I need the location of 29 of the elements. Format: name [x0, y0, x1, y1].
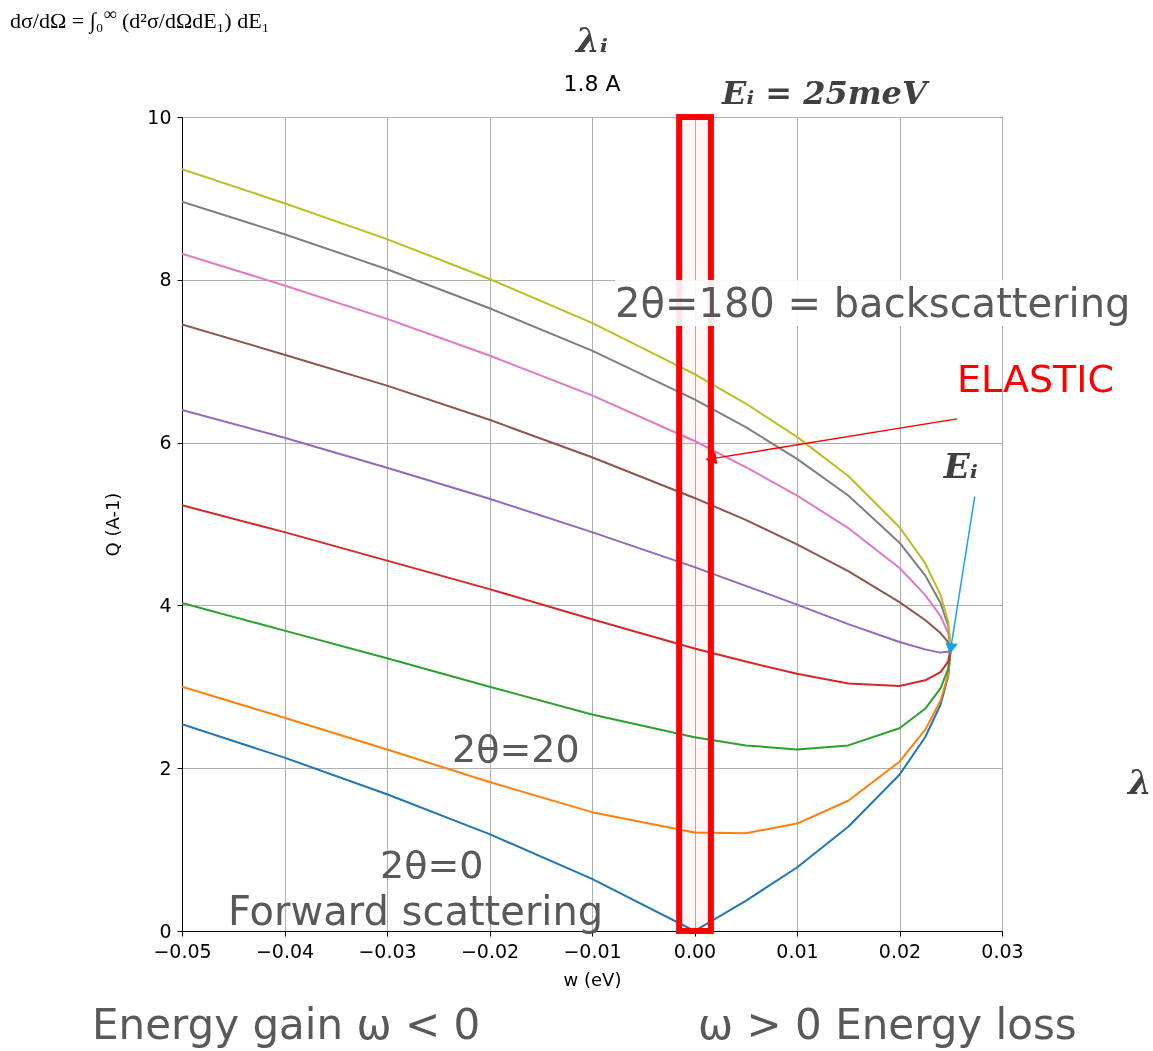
text: ω > 0 Energy loss	[698, 1000, 1077, 1049]
y-tick-label: 0	[159, 919, 172, 942]
x-axis-title: w (eV)	[563, 968, 622, 990]
y-axis-title: Q (A-1)	[102, 492, 124, 557]
x-tick-label: 0.01	[776, 939, 819, 962]
x-tick-label: −0.02	[460, 939, 520, 962]
x-tick-label: −0.05	[153, 939, 212, 962]
x-tick-label: −0.01	[563, 939, 622, 962]
text: Energy gain ω < 0	[92, 1000, 481, 1049]
y-tick-label: 6	[159, 431, 172, 454]
text: λ	[1128, 762, 1152, 802]
y-tick-label: 8	[159, 268, 172, 291]
x-tick-label: 0.03	[981, 939, 1024, 962]
x-tick-label: 0.02	[878, 939, 922, 962]
annotation: Forward scattering	[228, 888, 604, 934]
x-tick-label: −0.04	[255, 939, 315, 962]
y-tick-label: 2	[159, 756, 172, 779]
y-tick-label: 10	[147, 105, 172, 128]
annotation: 2θ=0	[380, 843, 484, 887]
x-tick-label: 0.00	[673, 939, 717, 962]
y-tick-label: 4	[159, 593, 172, 616]
annotation: 2θ=20	[452, 727, 580, 771]
annotation: ELASTIC	[956, 356, 1115, 401]
text: dσ/dΩ = ∫₀$^{∞}$ (d²σ/dΩdE₁) dE₁	[10, 4, 270, 35]
text: λᵢ	[576, 20, 608, 60]
x-tick-label: −0.03	[358, 939, 417, 962]
annotation: 2θ=180 = backscattering	[615, 280, 1131, 326]
annotation: Eᵢ	[942, 445, 978, 486]
chart-title: 1.8 A	[563, 71, 621, 96]
